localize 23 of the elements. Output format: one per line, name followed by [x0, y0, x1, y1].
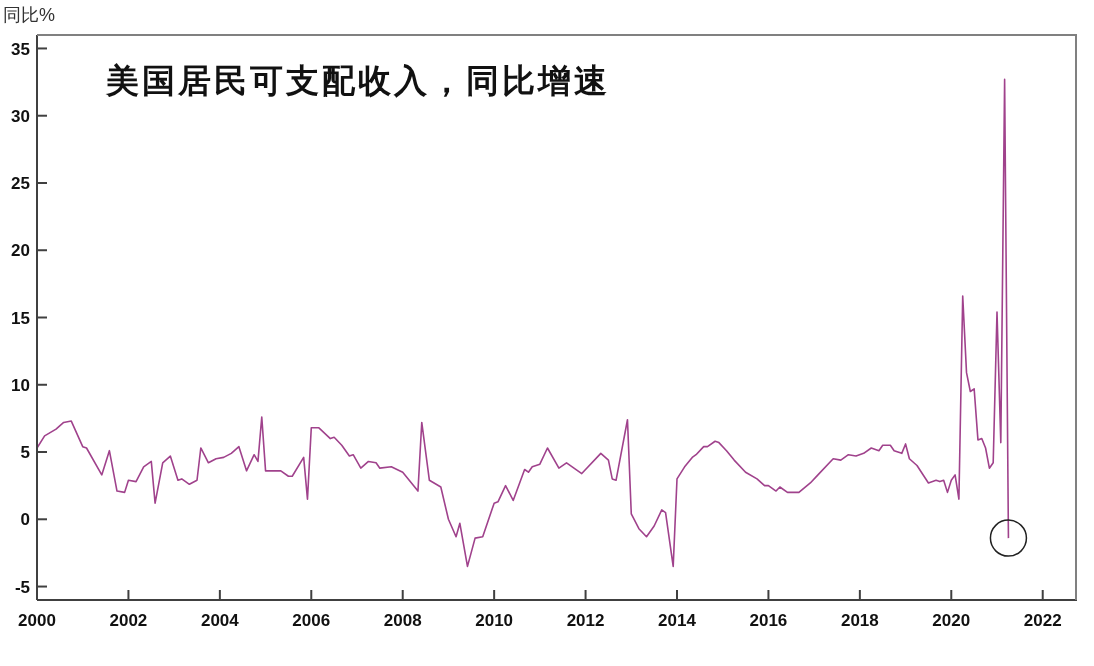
y-axis-title: 同比% — [3, 5, 56, 25]
x-tick-label: 2010 — [475, 611, 514, 630]
y-tick-label: -5 — [14, 577, 30, 597]
x-tick-label: 2012 — [566, 611, 605, 630]
text: 美国居民可支配收入，同比增速 — [106, 62, 610, 99]
y-tick-label: 5 — [20, 443, 30, 463]
y-tick-label: 15 — [11, 308, 30, 328]
x-tick-label: 2002 — [109, 611, 148, 630]
x-tick-label: 2000 — [18, 611, 56, 630]
y-tick-label: 35 — [11, 39, 30, 59]
x-tick-label: 2006 — [292, 611, 331, 630]
x-tick-label: 2008 — [383, 611, 422, 630]
x-tick-label: 2022 — [1023, 611, 1062, 630]
x-tick-label: 2014 — [658, 611, 697, 630]
y-tick-label: 30 — [11, 106, 30, 126]
y-tick-label: 0 — [20, 510, 30, 530]
x-tick-label: 2004 — [200, 611, 240, 630]
y-tick-label: 20 — [11, 241, 30, 261]
x-tick-label: 2018 — [840, 611, 879, 630]
y-tick-label: 10 — [11, 375, 30, 395]
x-tick-label: 2020 — [932, 611, 971, 630]
x-tick-label: 2016 — [749, 611, 788, 630]
y-tick-label: 25 — [11, 174, 30, 194]
